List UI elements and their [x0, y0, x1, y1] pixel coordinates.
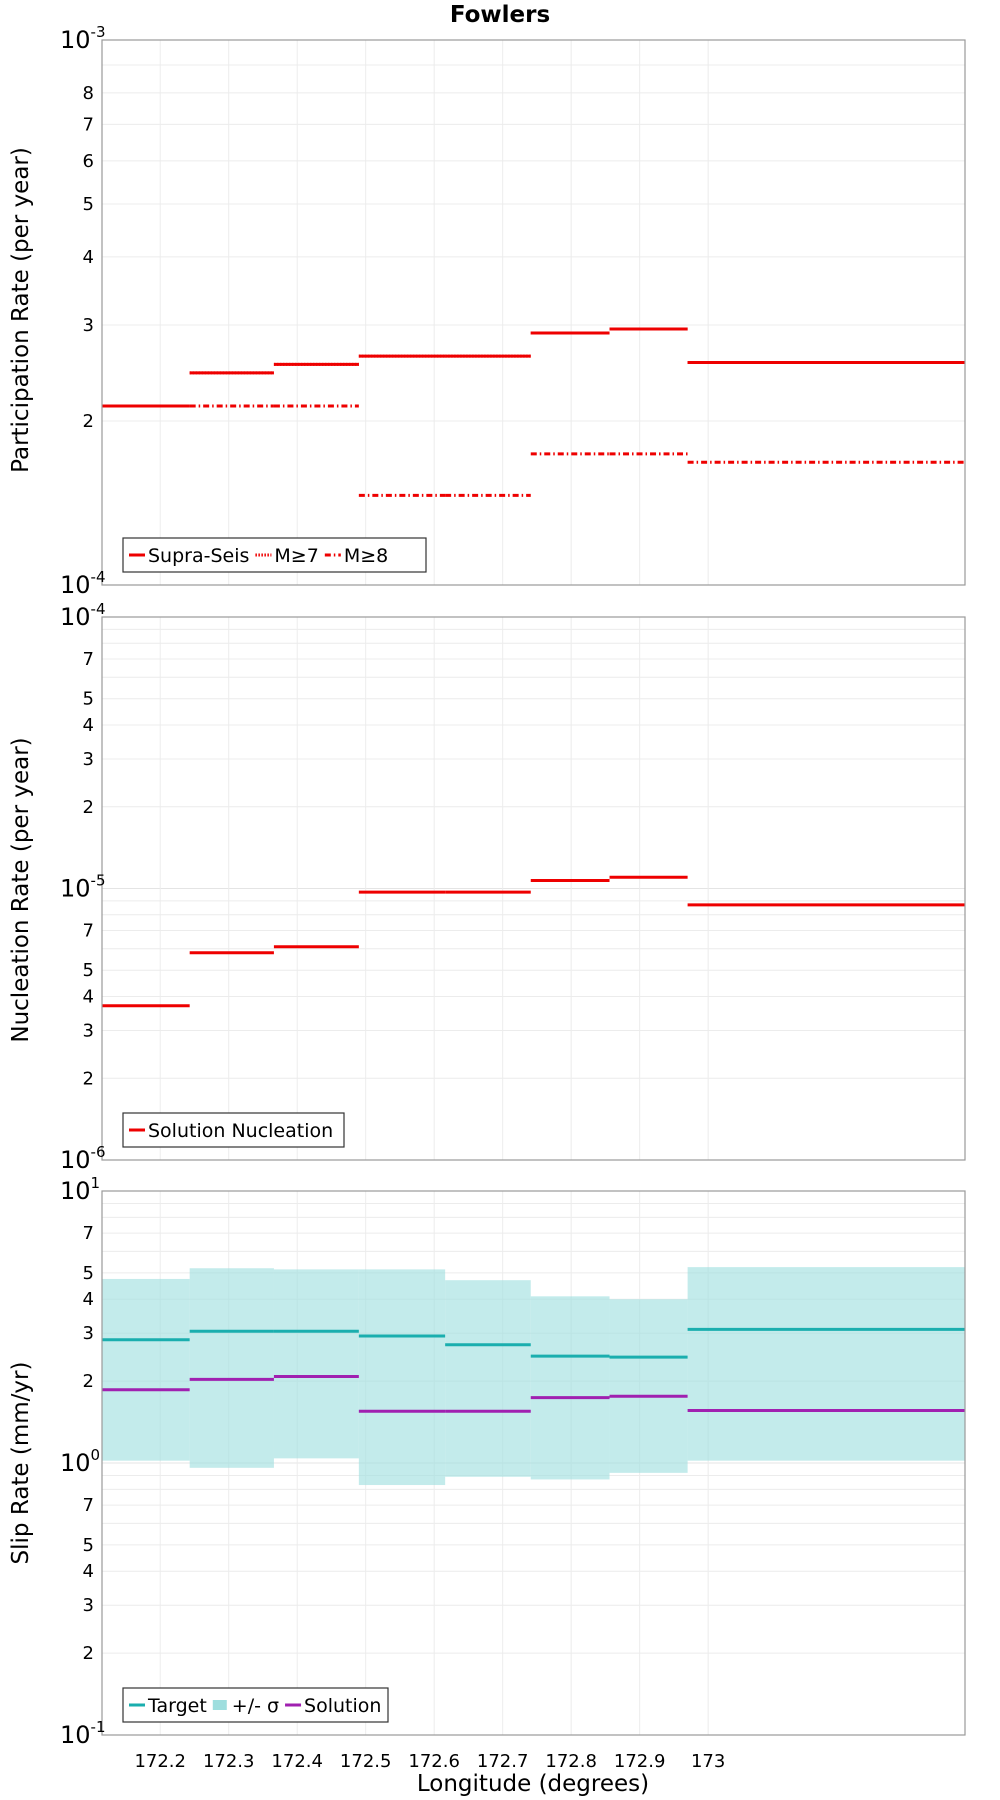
y-tick-label: 7	[83, 921, 94, 942]
nucleation-rate-panel: Nucleation Rate (per year) 10-6 10-5 10-4 2…	[8, 600, 966, 1174]
y-tick-label: 10-6	[60, 1143, 106, 1174]
plot-frame	[101, 1190, 966, 1736]
uncertainty-band	[273, 1269, 359, 1459]
uncertainty-band	[189, 1268, 274, 1468]
legend-label: Solution Nucleation	[148, 1120, 333, 1142]
y-tick-label: 3	[83, 1595, 94, 1616]
y-tick-label: 10-5	[60, 872, 106, 903]
data-layer	[102, 327, 965, 497]
x-tick-label: 172.3	[203, 1751, 255, 1772]
x-tick-label: 172.6	[408, 1751, 460, 1772]
uncertainty-band	[609, 1299, 688, 1473]
y-tick-label: 2	[83, 797, 94, 818]
y-tick-label: 3	[83, 1020, 94, 1041]
y-tick-label: 2	[83, 1643, 94, 1664]
uncertainty-band	[687, 1267, 965, 1461]
x-tick-label: 173	[691, 1751, 725, 1772]
slip-rate-y-axis-label: Slip Rate (mm/yr)	[8, 1362, 34, 1565]
participation-rate-panel: Participation Rate (per year) 10-4 10-3 2 3…	[8, 23, 966, 599]
legend-label: Supra-Seis	[148, 545, 249, 567]
y-tick-label: 101	[60, 1174, 100, 1205]
y-tick-label: 4	[83, 1289, 94, 1310]
y-tick-label: 2	[83, 411, 94, 432]
legend-swatch	[212, 1700, 227, 1710]
legend-label: M≥8	[344, 545, 388, 567]
legend: Solution Nucleation	[122, 1112, 345, 1148]
y-tick-label: 10-4	[60, 600, 106, 631]
y-tick-label: 8	[83, 83, 94, 104]
data-layer	[102, 875, 965, 1008]
y-tick-label: 3	[83, 749, 94, 770]
y-tick-label: 5	[83, 689, 94, 710]
legend-box	[122, 537, 427, 573]
data-layer	[102, 1267, 965, 1486]
y-tick-label: 100	[60, 1446, 100, 1477]
y-tick-label: 6	[83, 151, 94, 172]
y-tick-label: 5	[83, 1263, 94, 1284]
legend-label: Solution	[304, 1695, 381, 1717]
plot-frame	[101, 39, 966, 586]
legend-label: M≥7	[274, 545, 318, 567]
y-tick-label: 4	[83, 1561, 94, 1582]
legend-label: Target	[147, 1695, 207, 1717]
y-tick-label: 4	[83, 715, 94, 736]
x-tick-label: 172.4	[271, 1751, 323, 1772]
plot-area	[102, 40, 965, 585]
y-tick-label: 10-4	[60, 568, 106, 599]
y-tick-label: 7	[83, 1223, 94, 1244]
y-tick-label: 5	[83, 194, 94, 215]
y-tick-label: 10-3	[60, 23, 106, 54]
y-tick-label: 4	[83, 247, 94, 268]
x-tick-label: 172.9	[614, 1751, 666, 1772]
legend-label: +/- σ	[232, 1695, 279, 1717]
legend-box	[122, 1687, 389, 1723]
y-tick-label: 3	[83, 1323, 94, 1344]
uncertainty-band	[358, 1269, 446, 1486]
y-tick-label: 2	[83, 1371, 94, 1392]
nucleation-y-axis-label: Nucleation Rate (per year)	[8, 737, 34, 1042]
legend: Supra-Seis M≥7 M≥8	[122, 537, 427, 573]
y-tick-label: 7	[83, 1495, 94, 1516]
x-axis-label: Longitude (degrees)	[417, 1771, 649, 1797]
uncertainty-band	[102, 1278, 190, 1461]
x-tick-label: 172.7	[477, 1751, 529, 1772]
x-tick-label: 172.2	[134, 1751, 186, 1772]
participation-y-axis-label: Participation Rate (per year)	[8, 147, 34, 473]
plot-frame	[101, 616, 966, 1161]
y-tick-label: 3	[83, 315, 94, 336]
slip-rate-panel: Slip Rate (mm/yr) 10-1 100 101 2 3 4 5 7 2 3 4 5 7 17…	[8, 1174, 966, 1772]
x-tick-label: 172.5	[340, 1751, 392, 1772]
y-tick-label: 7	[83, 649, 94, 670]
x-tick-label: 172.8	[545, 1751, 597, 1772]
uncertainty-band	[445, 1280, 531, 1477]
y-tick-label: 7	[83, 114, 94, 135]
y-tick-label: 10-1	[60, 1718, 106, 1749]
legend-box	[122, 1112, 345, 1148]
legend: Target +/- σ Solution	[122, 1687, 389, 1723]
y-tick-label: 5	[83, 1535, 94, 1556]
y-tick-label: 4	[83, 987, 94, 1008]
uncertainty-band	[530, 1296, 610, 1480]
chart-title: Fowlers	[450, 2, 550, 28]
y-tick-label: 5	[83, 960, 94, 981]
y-tick-label: 2	[83, 1068, 94, 1089]
